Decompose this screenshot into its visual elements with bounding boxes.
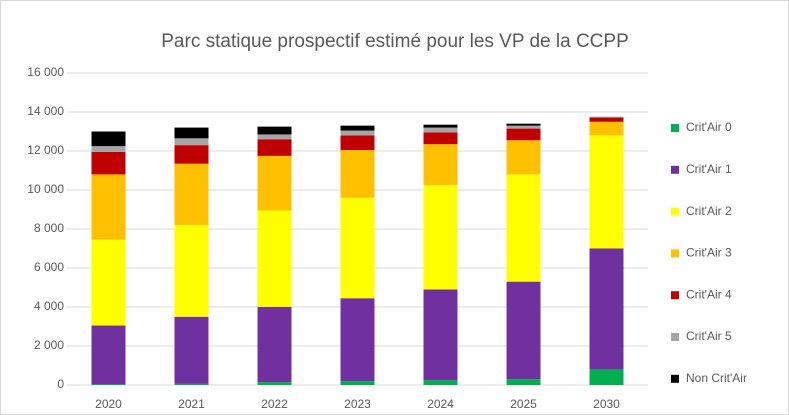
bar-segment <box>174 127 209 139</box>
x-tick-label: 2030 <box>593 397 620 411</box>
bar-segment <box>506 123 541 126</box>
bar-segment <box>589 248 624 370</box>
bar-segment <box>589 135 624 249</box>
legend-marker <box>671 291 679 300</box>
bar-segment <box>174 316 209 384</box>
bar-segment <box>91 146 126 152</box>
bar-segment <box>91 384 126 385</box>
y-tick-label: 12 000 <box>27 143 64 157</box>
bar-segment <box>506 128 541 141</box>
bar-segment <box>174 145 209 164</box>
legend-marker <box>671 207 679 216</box>
legend-label: Crit'Air 4 <box>686 287 732 301</box>
bar-segment <box>589 369 624 385</box>
legend-marker <box>671 124 679 132</box>
legend-label: Crit'Air 3 <box>686 246 732 260</box>
x-tick-label: 2023 <box>344 397 371 411</box>
bar-segment <box>340 298 375 382</box>
bar-segment <box>589 117 624 118</box>
y-tick-label: 14 000 <box>27 104 64 118</box>
x-tick-label: 2021 <box>178 397 205 411</box>
bar-segment <box>423 127 458 133</box>
y-tick-label: 0 <box>57 377 64 391</box>
y-tick-label: 10 000 <box>27 182 64 196</box>
y-tick-label: 16 000 <box>27 65 64 79</box>
y-tick-label: 2 000 <box>34 338 64 352</box>
bar-segment <box>506 125 541 129</box>
bar-segment <box>423 380 458 385</box>
bar-segment <box>91 131 126 147</box>
bar-segment <box>589 121 624 136</box>
legend-marker <box>671 333 679 341</box>
bar-segment <box>506 379 541 385</box>
bar-segment <box>257 126 292 135</box>
bar-segment <box>423 144 458 186</box>
bar-segment <box>423 185 458 290</box>
bar-segment <box>91 325 126 385</box>
bar-segment <box>257 155 292 211</box>
legend-label: Crit'Air 2 <box>686 204 732 218</box>
bar-segment <box>174 163 209 226</box>
y-tick-label: 6 000 <box>34 260 64 274</box>
bar-segment <box>340 130 375 136</box>
chart-title: Parc statique prospectif estimé pour les… <box>161 31 629 52</box>
bar-segment <box>340 125 375 131</box>
bar-segment <box>506 174 541 282</box>
y-tick-label: 8 000 <box>34 221 64 235</box>
bar-segment <box>506 140 541 175</box>
x-tick-label: 2025 <box>510 397 537 411</box>
bar-segment <box>340 150 375 198</box>
bar-segment <box>340 135 375 151</box>
legend-label: Crit'Air 5 <box>686 329 732 343</box>
bar-segment <box>91 151 126 175</box>
x-tick-label: 2020 <box>95 397 122 411</box>
legend-marker <box>671 249 679 258</box>
bar-segment <box>91 239 126 326</box>
bar-segment <box>174 383 209 385</box>
bar-segment <box>340 197 375 299</box>
legend-marker <box>671 374 679 383</box>
bar-segment <box>506 281 541 380</box>
bar-segment <box>174 225 209 317</box>
x-tick-label: 2024 <box>427 397 454 411</box>
bar-segment <box>340 381 375 385</box>
bar-segment <box>174 138 209 146</box>
bar-segment <box>257 210 292 307</box>
bar-segment <box>257 307 292 383</box>
bar-segment <box>91 174 126 240</box>
legend-label: Crit'Air 1 <box>686 162 732 176</box>
bar-segment <box>423 124 458 128</box>
legend-label: Non Crit'Air <box>686 371 747 385</box>
y-tick-label: 4 000 <box>34 299 64 313</box>
legend-label: Crit'Air 0 <box>686 120 732 134</box>
bar-segment <box>423 132 458 145</box>
x-tick-label: 2022 <box>261 397 288 411</box>
bar-segment <box>589 117 624 122</box>
legend-marker <box>671 165 679 174</box>
bar-segment <box>257 139 292 156</box>
bar-segment <box>257 134 292 140</box>
bar-segment <box>423 289 458 381</box>
bar-segment <box>257 382 292 385</box>
